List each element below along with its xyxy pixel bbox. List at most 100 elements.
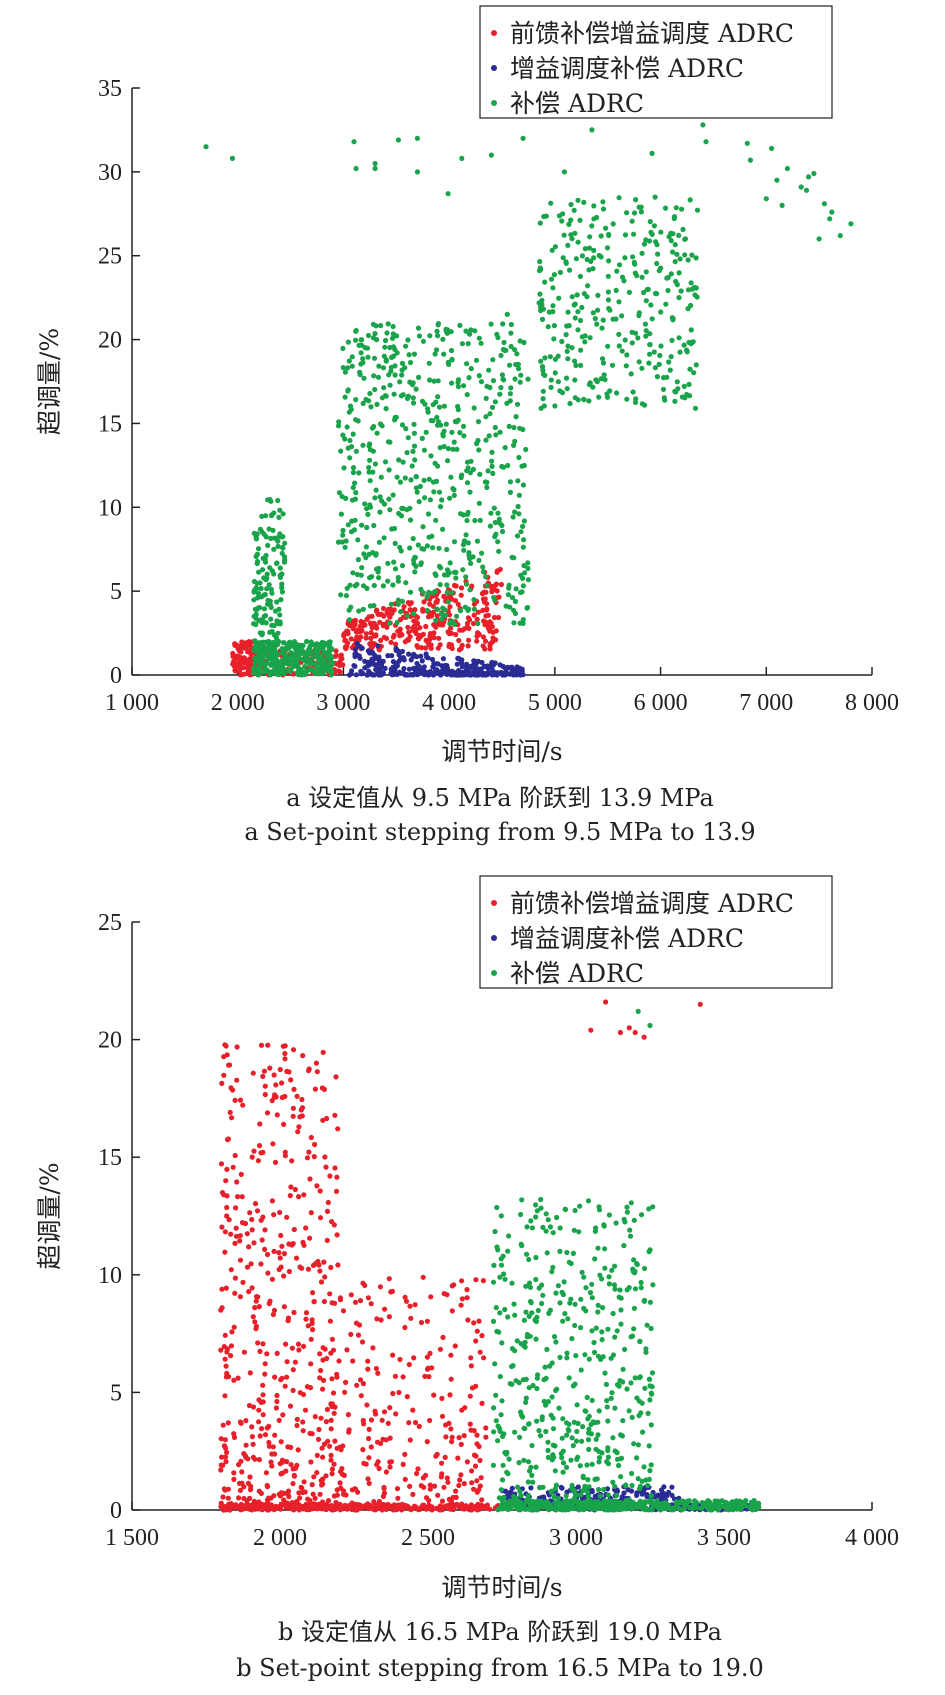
data-point xyxy=(375,374,382,380)
data-point xyxy=(249,1424,255,1430)
data-point xyxy=(424,654,430,660)
data-point xyxy=(360,356,366,362)
data-point xyxy=(395,597,401,603)
data-point xyxy=(395,578,401,584)
data-point xyxy=(694,207,701,213)
data-point xyxy=(335,1262,341,1268)
data-point xyxy=(340,1488,347,1494)
data-point xyxy=(479,672,485,678)
data-point xyxy=(488,321,494,327)
data-point xyxy=(643,328,649,334)
data-point xyxy=(676,232,682,238)
data-point xyxy=(358,671,365,677)
data-point xyxy=(652,365,659,371)
data-point xyxy=(520,544,527,550)
data-point xyxy=(444,589,450,596)
data-point xyxy=(449,1439,455,1445)
data-point xyxy=(574,292,580,298)
data-point xyxy=(419,398,426,404)
data-point xyxy=(474,1432,480,1438)
data-point xyxy=(410,672,416,678)
data-point xyxy=(511,1493,517,1499)
data-point xyxy=(476,631,482,638)
data-point xyxy=(291,1309,297,1316)
data-point xyxy=(539,1414,545,1420)
data-point xyxy=(433,572,439,579)
data-point xyxy=(525,577,532,583)
data-point xyxy=(604,1404,610,1410)
data-point xyxy=(546,1310,552,1316)
data-point xyxy=(361,375,367,381)
data-point xyxy=(512,438,518,444)
data-point xyxy=(665,1505,671,1511)
data-point xyxy=(649,150,655,156)
data-point xyxy=(414,489,420,495)
data-point xyxy=(610,221,616,227)
data-point xyxy=(489,458,495,464)
data-point xyxy=(312,1141,318,1148)
data-point xyxy=(614,1492,620,1498)
data-point xyxy=(348,406,354,413)
data-point xyxy=(545,1447,551,1454)
data-point xyxy=(347,582,353,588)
data-point xyxy=(344,424,350,430)
data-point xyxy=(616,343,622,349)
data-point xyxy=(677,349,683,355)
data-point xyxy=(434,599,440,605)
data-point xyxy=(350,465,357,471)
x-tick-label: 6 000 xyxy=(634,690,688,716)
data-point xyxy=(542,1504,548,1510)
data-point xyxy=(392,566,399,572)
data-point xyxy=(435,394,441,400)
data-point xyxy=(591,247,597,253)
data-point xyxy=(392,1373,398,1379)
data-point xyxy=(243,644,249,650)
data-point xyxy=(229,1115,235,1121)
data-point xyxy=(632,1375,638,1381)
data-point xyxy=(568,201,574,208)
data-point xyxy=(597,1505,603,1511)
data-point xyxy=(288,650,294,656)
data-point xyxy=(313,1060,319,1066)
data-point xyxy=(296,1347,302,1353)
data-point xyxy=(365,1358,371,1364)
data-point xyxy=(441,1484,447,1490)
data-point xyxy=(533,1202,539,1208)
data-point xyxy=(290,642,296,648)
data-point xyxy=(308,1134,314,1141)
data-point xyxy=(427,1350,433,1356)
data-point xyxy=(230,1164,236,1170)
data-point xyxy=(483,437,489,443)
data-point xyxy=(312,1495,318,1501)
data-point xyxy=(394,474,400,480)
data-point xyxy=(658,343,664,349)
data-point xyxy=(264,1484,271,1490)
data-point xyxy=(566,323,572,329)
data-point xyxy=(579,253,586,259)
data-point xyxy=(575,239,581,245)
data-point xyxy=(581,1494,588,1500)
data-point xyxy=(340,1443,346,1449)
data-point xyxy=(571,1227,577,1233)
data-point xyxy=(342,369,348,375)
data-point xyxy=(806,174,812,180)
x-axis-label: 调节时间/s xyxy=(441,737,562,766)
data-point xyxy=(404,1394,410,1400)
data-point xyxy=(402,475,408,481)
data-point xyxy=(224,1349,230,1355)
data-point xyxy=(411,1355,417,1361)
data-point xyxy=(330,1347,337,1353)
data-point xyxy=(252,613,258,619)
data-point xyxy=(578,362,584,368)
data-point xyxy=(666,234,672,240)
data-point xyxy=(646,360,652,366)
data-point xyxy=(318,1279,325,1285)
data-point xyxy=(543,1375,549,1381)
data-point xyxy=(591,203,597,209)
data-point xyxy=(580,1424,586,1430)
data-point xyxy=(459,155,465,161)
data-point xyxy=(480,634,487,640)
data-point xyxy=(279,1094,285,1101)
data-point xyxy=(798,184,804,190)
